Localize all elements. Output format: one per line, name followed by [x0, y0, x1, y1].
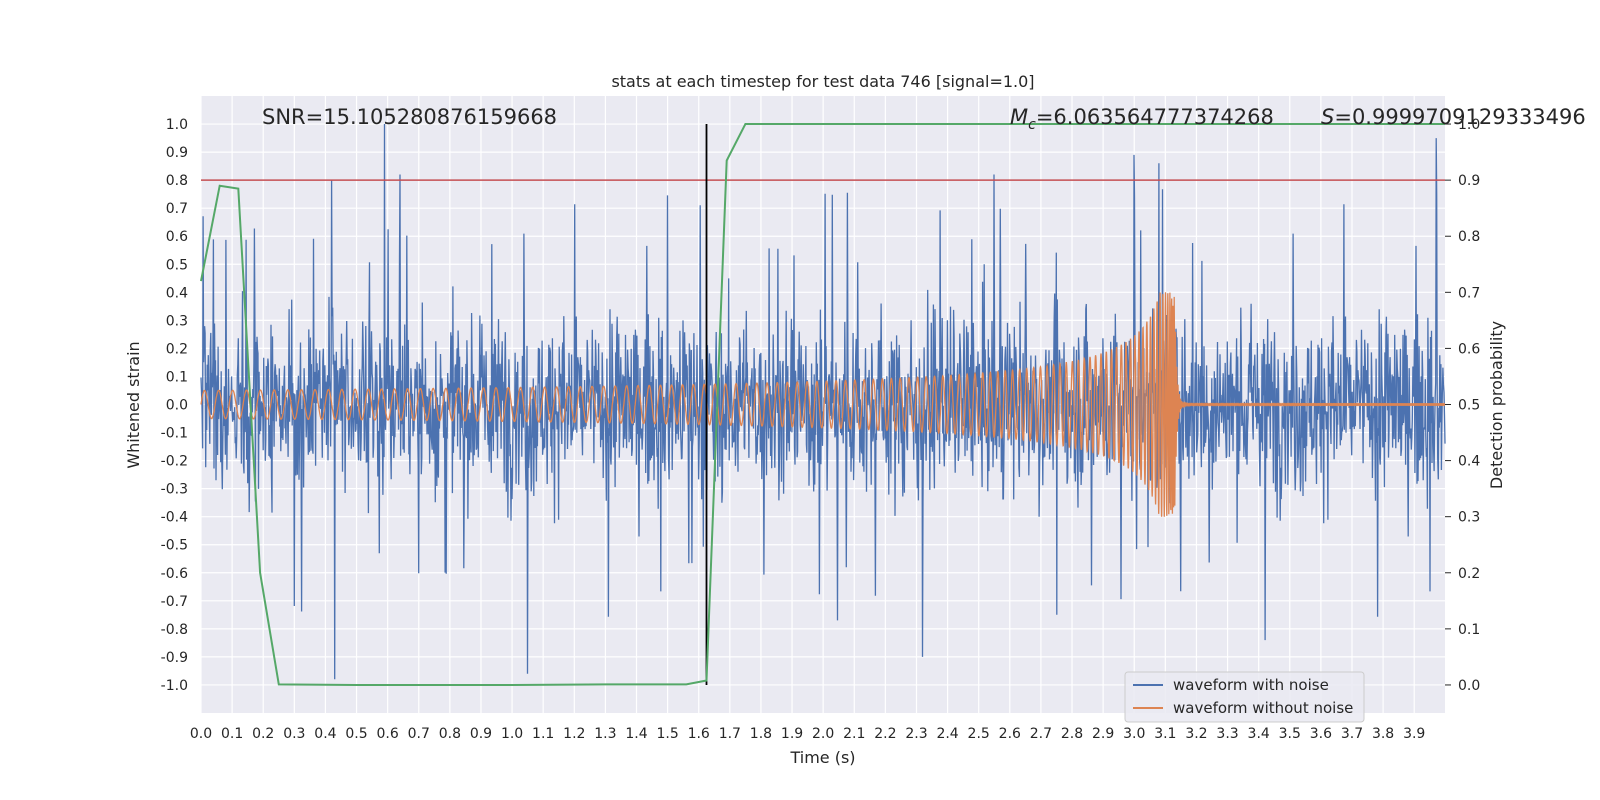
- y-tick-label: -0.9: [161, 650, 188, 666]
- x-tick-label: 3.6: [1310, 726, 1332, 742]
- noise-series-layer: [200, 123, 1446, 680]
- y2-tick-label: 0.3: [1458, 510, 1480, 526]
- x-tick-label: 0.5: [345, 726, 367, 742]
- x-tick-label: 0.2: [252, 726, 274, 742]
- y-tick-label: -0.2: [161, 454, 188, 470]
- x-tick-label: 1.1: [532, 726, 554, 742]
- y-tick-label: 0.6: [166, 229, 188, 245]
- y-tick-label: 0.3: [166, 313, 188, 329]
- chart-title: stats at each timestep for test data 746…: [611, 72, 1034, 91]
- x-axis-label: Time (s): [789, 748, 855, 767]
- x-tick-label: 2.7: [1030, 726, 1052, 742]
- y-tick-label: 1.0: [166, 117, 188, 133]
- legend-label-noise: waveform with noise: [1173, 676, 1329, 694]
- x-tick-label: 2.4: [936, 726, 958, 742]
- y-tick-label: -1.0: [161, 678, 188, 694]
- y-tick-label: 0.8: [166, 173, 188, 189]
- x-tick-label: 2.9: [1092, 726, 1114, 742]
- x-tick-label: 3.5: [1279, 726, 1301, 742]
- chirp-series-layer: [200, 292, 1446, 517]
- x-tick-label: 1.5: [656, 726, 678, 742]
- y-tick-label: -0.6: [161, 566, 188, 582]
- y-axis-label: Whitened strain: [124, 341, 143, 468]
- legend: waveform with noise waveform without noi…: [1124, 671, 1365, 723]
- x-tick-label: 1.3: [594, 726, 616, 742]
- series-waveform-without-noise: [200, 292, 1446, 517]
- x-tick-label: 2.8: [1061, 726, 1083, 742]
- x-tick-label: 2.6: [999, 726, 1021, 742]
- series-detection-probability: [200, 123, 1445, 686]
- x-tick-label: 0.8: [439, 726, 461, 742]
- x-tick-label: 3.8: [1372, 726, 1394, 742]
- y-tick-label: 0.2: [166, 341, 188, 357]
- y2-tick-label: 0.2: [1458, 566, 1480, 582]
- x-tick-label: 1.4: [625, 726, 647, 742]
- y2-tick-label: 0.8: [1458, 229, 1480, 245]
- x-tick-label: 3.1: [1154, 726, 1176, 742]
- y-tick-label: -0.3: [161, 482, 188, 498]
- y2-tick-label: 0.5: [1458, 398, 1480, 414]
- y2-tick-label: 0.9: [1458, 173, 1480, 189]
- y-tick-label: 0.5: [166, 257, 188, 273]
- y2-tick-label: 0.4: [1458, 454, 1480, 470]
- y-tick-label: -0.5: [161, 538, 188, 554]
- x-tick-label: 0.7: [408, 726, 430, 742]
- y-tick-label: 0.4: [166, 285, 188, 301]
- x-tick-label: 0.9: [470, 726, 492, 742]
- y2-tick-label: 0.6: [1458, 341, 1480, 357]
- x-tick-label: 2.3: [905, 726, 927, 742]
- legend-label-clean: waveform without noise: [1173, 699, 1353, 717]
- series-waveform-with-noise: [200, 123, 1446, 680]
- overlay-layer: [200, 123, 1445, 686]
- y2-tick-label: 0.1: [1458, 622, 1480, 638]
- y-tick-label: -0.7: [161, 594, 188, 610]
- y-tick-label: 0.7: [166, 201, 188, 217]
- y-tick-label: 0.1: [166, 369, 188, 385]
- x-tick-label: 1.0: [501, 726, 523, 742]
- axis-layer: 0.0 0.1 0.2 0.3 0.4 0.5 0.6 0.7 0.8 0.9 1.0 1.1 1.2 1…: [161, 117, 1481, 742]
- y2-axis-label: Detection probability: [1487, 321, 1506, 489]
- y-tick-label: 0.9: [166, 145, 188, 161]
- x-tick-label: 2.1: [843, 726, 865, 742]
- y-tick-label: -0.4: [161, 510, 188, 526]
- x-tick-label: 3.3: [1216, 726, 1238, 742]
- x-tick-label: 1.8: [750, 726, 772, 742]
- legend-box: [1124, 671, 1365, 723]
- y2-tick-label: 0.0: [1458, 678, 1480, 694]
- x-tick-label: 0.1: [221, 726, 243, 742]
- x-tick-label: 1.6: [688, 726, 710, 742]
- x-tick-label: 0.0: [190, 726, 212, 742]
- x-tick-label: 3.9: [1403, 726, 1425, 742]
- score-annotation: S=0.9999709129333496: [1321, 105, 1586, 129]
- y-tick-label: -0.8: [161, 622, 188, 638]
- chirp-mass-annotation: Mc=6.063564777374268: [1010, 105, 1274, 133]
- y2-tick-label: 0.7: [1458, 285, 1480, 301]
- x-tick-label: 3.0: [1123, 726, 1145, 742]
- x-tick-label: 1.7: [719, 726, 741, 742]
- x-tick-label: 1.9: [781, 726, 803, 742]
- x-tick-label: 2.5: [968, 726, 990, 742]
- x-tick-label: 2.0: [812, 726, 834, 742]
- snr-annotation: SNR=15.105280876159668: [262, 105, 557, 129]
- x-tick-label: 0.3: [283, 726, 305, 742]
- x-tick-label: 1.2: [563, 726, 585, 742]
- y2-tick-label: 1.0: [1458, 117, 1480, 133]
- x-tick-label: 2.2: [874, 726, 896, 742]
- x-tick-label: 0.4: [314, 726, 336, 742]
- x-tick-label: 0.6: [377, 726, 399, 742]
- x-tick-label: 3.4: [1248, 726, 1270, 742]
- x-tick-label: 3.2: [1185, 726, 1207, 742]
- y-tick-label: -0.1: [161, 426, 188, 442]
- y-tick-label: 0.0: [166, 398, 188, 414]
- x-tick-label: 3.7: [1341, 726, 1363, 742]
